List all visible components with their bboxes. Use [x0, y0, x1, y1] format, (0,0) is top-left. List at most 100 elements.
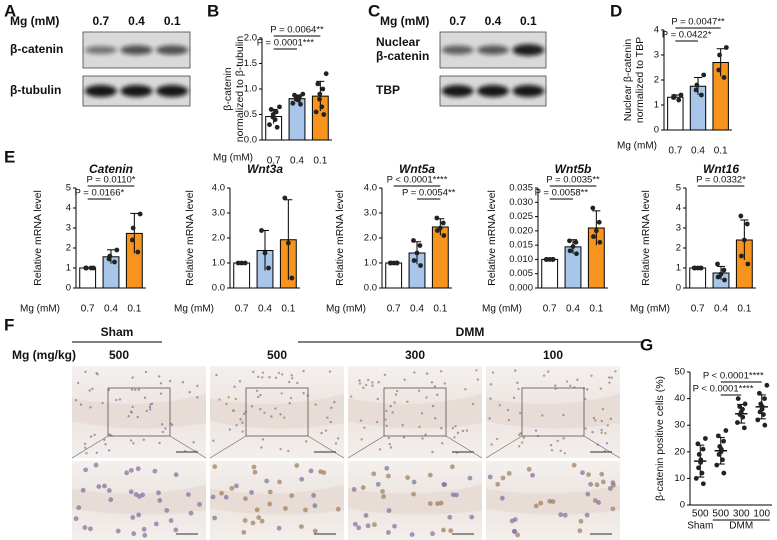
group-label: DMM [729, 521, 753, 532]
cell [601, 407, 605, 411]
x-tick-label: 300 [733, 509, 750, 520]
data-point [440, 220, 446, 226]
cell [282, 505, 288, 511]
cell [233, 483, 239, 489]
sig-label: P < 0.0001**** [693, 384, 754, 395]
cell [563, 452, 567, 455]
cell [467, 475, 473, 481]
cell [562, 437, 565, 440]
cell [108, 497, 114, 503]
data-point [761, 412, 766, 417]
cell [318, 469, 324, 475]
cell [129, 439, 133, 442]
cell [518, 433, 521, 437]
cell [192, 441, 195, 444]
cell [142, 438, 145, 441]
x-tick-label: 0.7 [668, 146, 682, 157]
cell [401, 424, 404, 427]
cell [264, 478, 270, 484]
cell [594, 419, 597, 422]
tissue-layer [486, 393, 620, 429]
cell [371, 471, 377, 477]
blot-band [512, 44, 545, 56]
cell [441, 482, 447, 487]
blot-header: Mg (mM) [10, 14, 59, 28]
cell [96, 484, 102, 489]
panel-letter: D [610, 1, 622, 20]
cell [350, 395, 353, 398]
data-point [735, 396, 741, 401]
cell [196, 396, 199, 399]
cell [150, 402, 154, 405]
cell [592, 416, 596, 420]
cell [430, 381, 434, 384]
cell [156, 490, 161, 496]
cell [454, 425, 457, 428]
data-point [741, 425, 747, 431]
x-axis-label: Mg (mM) [174, 304, 214, 315]
y-tick-label: 1.0 [212, 258, 225, 269]
y-tick-label: 0.0 [364, 283, 377, 294]
cell [235, 424, 238, 427]
cell [453, 436, 456, 439]
cell [280, 373, 284, 376]
cell [515, 532, 520, 538]
cell [451, 426, 455, 430]
cell [413, 371, 416, 374]
y-tick-label: 4.0 [212, 183, 225, 194]
cell [411, 479, 417, 485]
zoom-line [169, 435, 207, 459]
cell [516, 381, 519, 385]
sig-label: P = 0.0422* [662, 30, 712, 41]
chart-title: Wnt5b [555, 162, 592, 176]
data-point [394, 260, 399, 266]
cell [312, 528, 318, 534]
data-point [695, 441, 701, 447]
zoom-line [583, 435, 621, 459]
cell [188, 391, 191, 394]
cell [95, 451, 99, 454]
cell [517, 387, 520, 391]
cell [80, 487, 86, 493]
data-point [567, 248, 573, 254]
cell [359, 419, 363, 422]
data-point [702, 436, 708, 441]
cell [324, 429, 328, 432]
data-point [315, 81, 321, 87]
blot-band [156, 45, 189, 55]
cell [588, 481, 594, 487]
cell [131, 405, 134, 409]
cell [83, 446, 87, 450]
cell [549, 443, 553, 447]
cell [391, 411, 394, 414]
data-point [313, 109, 319, 115]
cell [378, 448, 382, 451]
cell [256, 515, 262, 520]
cell [590, 374, 593, 377]
cell [371, 381, 374, 384]
x-tick-label: 0.4 [410, 304, 424, 315]
cell [259, 393, 262, 397]
cell [145, 409, 148, 413]
cell [596, 500, 601, 505]
cell [522, 436, 526, 439]
cell [490, 443, 493, 446]
zoom-line [347, 435, 385, 459]
cell [302, 392, 305, 395]
cell [83, 467, 89, 473]
cell [148, 405, 152, 409]
group-label: DMM [456, 325, 485, 339]
cell [389, 404, 392, 408]
y-tick-label: 1.0 [364, 258, 377, 269]
cell [371, 384, 374, 387]
data-point [717, 52, 722, 58]
data-point [739, 253, 744, 259]
y-axis-label: β-catenin positive cells (%) [654, 376, 666, 501]
cell [136, 512, 142, 518]
y-tick-label: 0.0 [244, 135, 257, 146]
x-tick-label: 0.4 [714, 304, 728, 315]
cell [229, 485, 235, 491]
data-point [114, 247, 120, 253]
cell [577, 528, 583, 534]
